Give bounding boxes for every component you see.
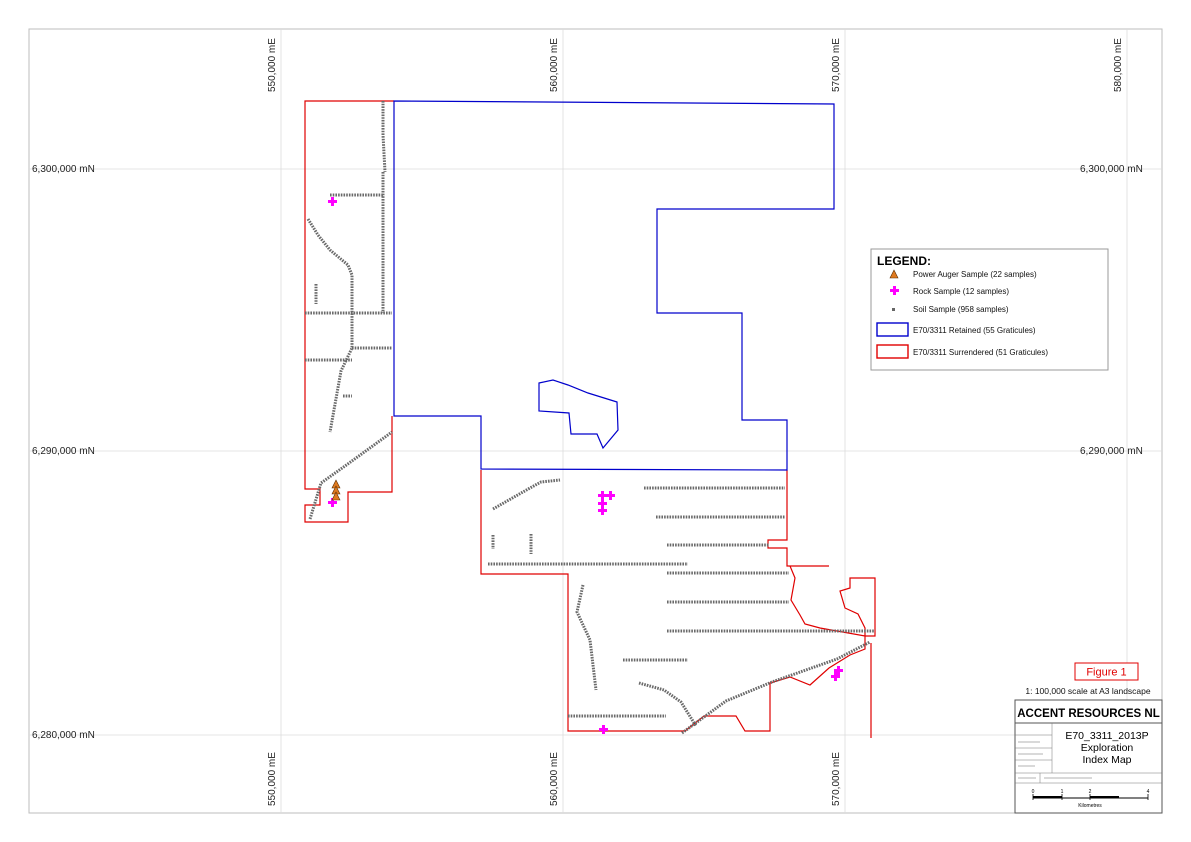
legend-retained-symbol xyxy=(876,322,909,337)
grid-lines xyxy=(29,29,1162,813)
legend-box xyxy=(870,248,1109,371)
rock-sample-marker xyxy=(328,498,337,507)
soil-line xyxy=(575,584,598,691)
figure-label: Figure 1 xyxy=(1086,667,1126,679)
soil-line xyxy=(306,218,354,433)
power-auger-samples xyxy=(331,479,341,501)
scale-tick-label: 4 xyxy=(1147,789,1150,795)
northing-label-left-6280000: 6,280,000 mN xyxy=(32,730,95,741)
legend-surrendered-symbol xyxy=(876,344,909,359)
easting-label-top-560000: 560,000 mE xyxy=(549,38,560,92)
soil-line xyxy=(381,101,387,173)
easting-label-top-580000: 580,000 mE xyxy=(1113,38,1124,92)
soil-sample-lines xyxy=(305,101,875,735)
easting-label-bottom-550000: 550,000 mE xyxy=(267,752,278,806)
scale-bar: 0 1 2 4 Kilometres xyxy=(1032,789,1150,809)
soil-line xyxy=(638,681,698,727)
legend-item-rock: Rock Sample (12 samples) xyxy=(913,287,1009,296)
title-block: ACCENT RESOURCES NL E70_3311_2013P Explo… xyxy=(1014,699,1163,814)
soil-line xyxy=(308,430,393,520)
surrendered-south-polygon xyxy=(480,470,876,732)
figure-label-box xyxy=(1074,662,1139,681)
scale-unit-label: Kilometres xyxy=(1078,803,1102,809)
legend-item-auger: Power Auger Sample (22 samples) xyxy=(913,270,1037,279)
retained-main-polygon xyxy=(393,100,835,471)
legend-auger-symbol xyxy=(889,269,899,279)
easting-label-bottom-560000: 560,000 mE xyxy=(549,752,560,806)
rock-sample-marker xyxy=(834,666,843,675)
rock-sample-marker xyxy=(831,672,840,681)
title-block-fine-print xyxy=(1018,741,1092,779)
easting-label-top-570000: 570,000 mE xyxy=(831,38,842,92)
retained-inner-block xyxy=(538,379,619,450)
scale-tick-label: 1 xyxy=(1061,789,1064,795)
map-title-line-2: Exploration xyxy=(1081,742,1134,754)
map-title-line-3: Index Map xyxy=(1082,754,1131,766)
legend-title: LEGEND: xyxy=(877,254,931,268)
rock-sample-marker xyxy=(598,499,607,508)
northing-label-right-6300000: 6,300,000 mN xyxy=(1080,164,1143,175)
soil-line xyxy=(492,478,561,511)
scale-text: 1: 100,000 scale at A3 landscape xyxy=(1025,686,1151,696)
legend-soil-symbol xyxy=(892,308,895,311)
legend-item-retained: E70/3311 Retained (55 Graticules) xyxy=(913,326,1036,335)
title-block-info-cells xyxy=(1015,723,1162,784)
rock-sample-marker xyxy=(598,491,607,500)
auger-sample-marker xyxy=(331,491,341,501)
northing-label-left-6290000: 6,290,000 mN xyxy=(32,446,95,457)
rock-sample-marker xyxy=(328,197,337,206)
easting-label-bottom-570000: 570,000 mE xyxy=(831,752,842,806)
scale-bar-segment xyxy=(1090,796,1119,798)
soil-line xyxy=(681,640,871,735)
northing-label-right-6290000: 6,290,000 mN xyxy=(1080,446,1143,457)
legend-item-surrendered: E70/3311 Surrendered (51 Graticules) xyxy=(913,348,1048,357)
scale-tick-label: 2 xyxy=(1089,789,1092,795)
company-name: ACCENT RESOURCES NL xyxy=(1017,708,1159,720)
rock-samples xyxy=(328,197,843,734)
northing-label-left-6300000: 6,300,000 mN xyxy=(32,164,95,175)
title-block-frame xyxy=(1014,699,1163,814)
legend-rock-symbol xyxy=(890,286,899,295)
map-title-line-1: E70_3311_2013P xyxy=(1065,730,1148,742)
rock-sample-marker xyxy=(606,491,615,500)
easting-label-top-550000: 550,000 mE xyxy=(267,38,278,92)
scale-tick-label: 0 xyxy=(1032,789,1035,795)
rock-sample-marker xyxy=(598,506,607,515)
legend-item-soil: Soil Sample (958 samples) xyxy=(913,305,1009,314)
retained-boundary xyxy=(393,100,835,471)
rock-sample-marker xyxy=(599,725,608,734)
scale-bar-segment xyxy=(1033,796,1062,798)
legend: LEGEND: Power Auger Sample (22 samples) … xyxy=(870,248,1109,371)
map-frame xyxy=(28,28,1163,814)
